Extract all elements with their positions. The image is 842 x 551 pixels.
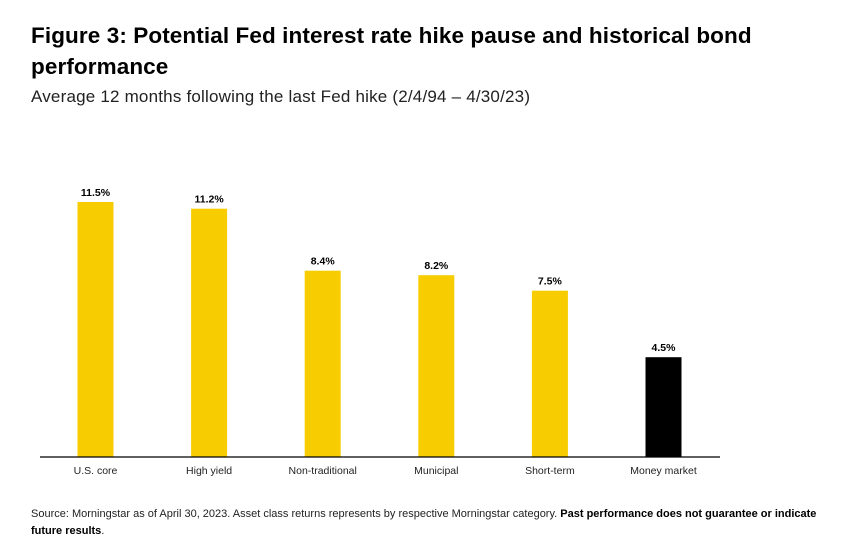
bars-group [77,202,682,457]
category-labels-group: U.S. core High yield Non-traditional Munici… [74,465,697,477]
category-label: Money market [630,465,697,477]
source-text: Source: Morningstar as of April 30, 2023… [31,508,561,520]
chart-subtitle: Average 12 months following the last Fed… [31,87,531,106]
value-label: 7.5% [538,276,563,288]
category-label: U.S. core [74,465,118,477]
value-label: 11.2% [194,194,224,206]
value-label: 4.5% [652,342,677,354]
disclaimer-text: Past performance does not guarantee or i… [31,508,817,537]
bar-non-traditional [304,270,341,457]
bar-u-s-core [77,202,114,457]
category-label: Short-term [525,465,575,477]
bar-municipal [418,275,455,457]
bar-high-yield [191,208,228,457]
bar-short-term [531,290,568,457]
value-label: 8.2% [424,260,449,272]
bar-chart: 11.5% 11.2% 8.4% 8.2% 7.5% 4.5% U.S. core High… [40,187,720,477]
value-labels-group: 11.5% 11.2% 8.4% 8.2% 7.5% 4.5% [81,187,676,354]
value-label: 8.4% [311,256,336,268]
bar-money-market [645,357,682,457]
category-label: Municipal [414,465,458,477]
category-label: Non-traditional [289,465,357,477]
chart-title: Figure 3: Potential Fed interest rate hi… [31,23,752,79]
value-label: 11.5% [81,187,111,199]
category-label: High yield [186,465,232,477]
disclaimer-end: . [101,525,105,537]
source-footnote: Source: Morningstar as of April 30, 2023… [31,506,836,540]
